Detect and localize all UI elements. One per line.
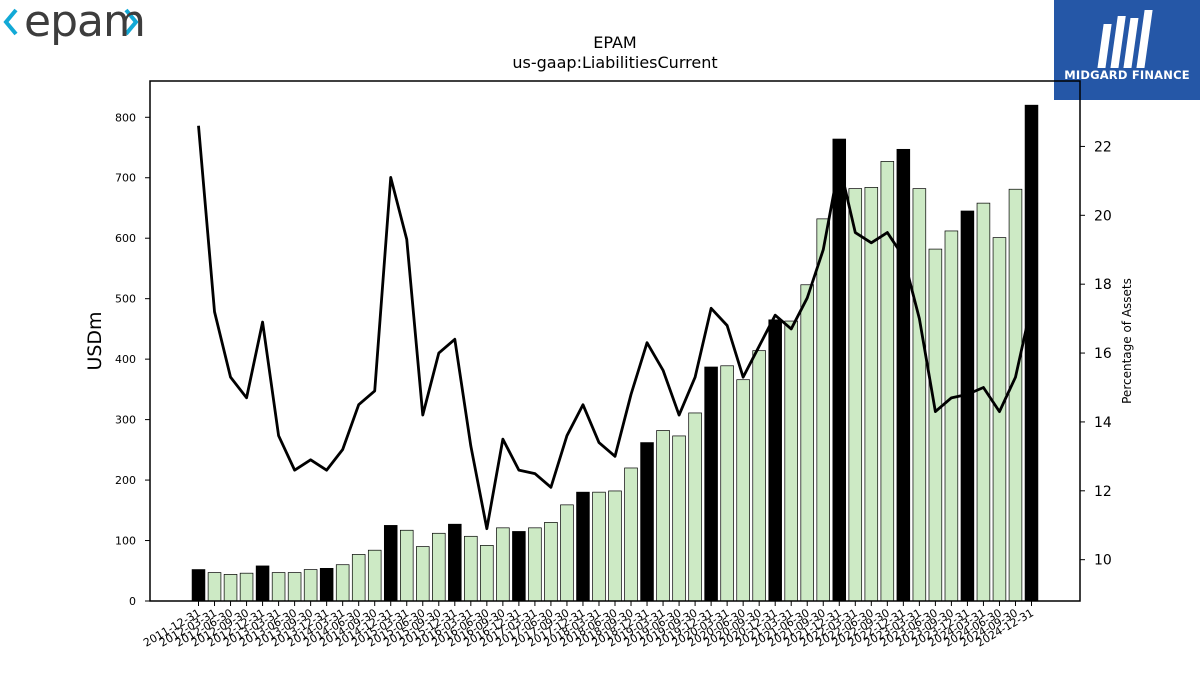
bar-2018-09-30	[624, 467, 638, 602]
bar-2013-12-31	[319, 567, 334, 602]
pct-assets-series	[197, 125, 1033, 531]
midgard-finance-logo: MIDGARD FINANCE	[1054, 0, 1200, 100]
bar-2020-06-30	[736, 379, 750, 602]
midgard-m-icon	[1097, 10, 1153, 68]
y2-axis-label: Percentage of Assets	[1120, 278, 1134, 404]
midgard-finance-text: MIDGARD FINANCE	[1064, 68, 1190, 82]
chart-title: EPAM	[593, 33, 636, 52]
bar-2023-03-31	[912, 188, 927, 602]
bar-2015-12-31	[448, 523, 462, 602]
bar-2022-09-30	[880, 161, 895, 602]
bar-2014-03-31	[335, 564, 350, 602]
bar-series	[191, 104, 1039, 602]
bar-2015-09-30	[432, 532, 446, 602]
bar-2022-03-31	[848, 188, 863, 602]
axes: 0100200300400500600700800101214161820222…	[115, 80, 1112, 650]
bar-2017-09-30	[560, 504, 574, 602]
y-tick-label: 800	[115, 111, 136, 124]
bar-2023-12-31	[960, 210, 975, 602]
y-tick-label: 300	[115, 414, 136, 427]
bar-2020-12-31	[768, 319, 782, 602]
bar-2022-12-31	[896, 148, 911, 602]
bar-2016-06-30	[480, 545, 494, 602]
bar-2016-09-30	[496, 527, 510, 602]
chart-subtitle: us-gaap:LiabilitiesCurrent	[512, 53, 717, 72]
y-tick-label: 0	[129, 595, 136, 608]
bar-2024-06-30	[992, 237, 1007, 602]
y2-tick-label: 14	[1094, 415, 1112, 431]
bar-2017-12-31	[576, 491, 590, 602]
y-tick-label: 100	[115, 535, 136, 548]
bar-2013-09-30	[303, 569, 318, 602]
bar-2013-03-31	[271, 572, 286, 602]
bar-2017-06-30	[544, 522, 558, 602]
bar-2019-09-30	[688, 412, 702, 602]
bar-2014-06-30	[351, 554, 366, 602]
bar-2019-03-31	[656, 430, 670, 602]
bar-2022-06-30	[864, 187, 879, 602]
bar-2012-06-30	[223, 574, 238, 602]
y-tick-label: 700	[115, 172, 136, 185]
y2-tick-label: 12	[1094, 484, 1112, 500]
bar-2014-09-30	[367, 549, 382, 602]
bar-2024-03-31	[976, 202, 991, 602]
bar-2018-03-31	[592, 491, 606, 602]
epam-logo: epam	[0, 0, 150, 56]
bar-2012-09-30	[239, 572, 254, 602]
y-tick-label: 400	[115, 353, 136, 366]
bar-2023-09-30	[944, 230, 959, 602]
y2-tick-label: 10	[1094, 553, 1112, 569]
bar-2023-06-30	[928, 248, 943, 602]
bar-2018-12-31	[640, 442, 654, 602]
bar-2021-03-31	[784, 320, 798, 602]
y-axis-label: USDm	[84, 311, 106, 370]
bar-2016-03-31	[464, 535, 478, 602]
bar-2015-03-31	[400, 529, 414, 602]
bar-2024-12-31	[1024, 104, 1039, 602]
bar-2019-12-31	[704, 366, 718, 602]
bar-2021-12-31	[832, 138, 847, 602]
y-tick-label: 500	[115, 293, 136, 306]
y2-tick-label: 22	[1094, 139, 1112, 155]
bar-2013-06-30	[287, 572, 302, 602]
bar-2012-12-31	[255, 565, 270, 602]
epam-logo-text: epam	[24, 0, 146, 47]
bar-2020-09-30	[752, 350, 766, 602]
y2-tick-label: 20	[1094, 208, 1112, 224]
y2-tick-label: 18	[1094, 277, 1112, 293]
pct-assets-line	[197, 125, 1033, 531]
bar-2011-12-31	[191, 569, 206, 602]
bar-2021-06-30	[800, 284, 814, 602]
bar-2014-12-31	[383, 525, 398, 602]
bar-2019-06-30	[672, 435, 686, 602]
bar-2017-03-31	[528, 527, 542, 602]
bar-2012-03-31	[207, 572, 222, 602]
bar-2018-06-30	[608, 490, 622, 602]
y-tick-label: 200	[115, 474, 136, 487]
bar-2015-06-30	[416, 546, 430, 602]
epam-chevrons-icon	[3, 8, 139, 36]
bar-2024-09-30	[1008, 188, 1023, 602]
y2-tick-label: 16	[1094, 346, 1112, 362]
bar-2021-09-30	[816, 218, 830, 602]
y-tick-label: 600	[115, 232, 136, 245]
bar-2016-12-31	[512, 531, 526, 602]
bar-2020-03-31	[720, 365, 734, 602]
